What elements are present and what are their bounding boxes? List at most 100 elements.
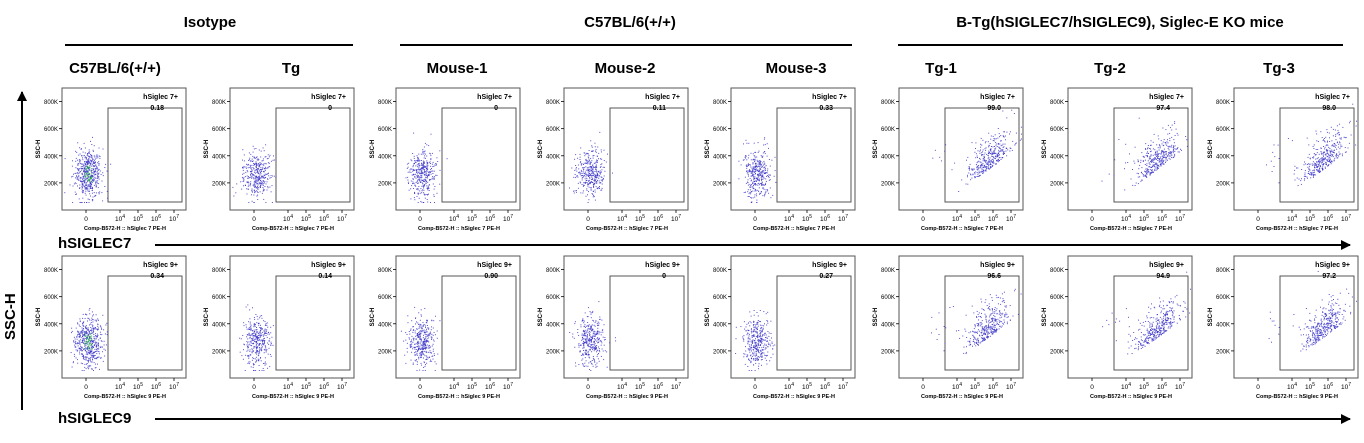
y-tick-label: 600K (44, 127, 58, 133)
x-tick-label: 107 (1175, 382, 1185, 391)
y-tick-label: 400K (881, 154, 895, 160)
gate-box (275, 275, 351, 371)
x-tick-label: 107 (1006, 214, 1016, 223)
x-tick-label: 104 (115, 382, 125, 391)
gate-box (609, 275, 685, 371)
y-tick-label: 200K (546, 181, 560, 187)
gate-percent: 0.14 (318, 273, 332, 280)
scatter-panel: 200K 400K 600K 800K SSC-H 0 104 105 106 107Comp-B… (705, 87, 856, 232)
y-tick-label: 800K (546, 100, 560, 106)
gate-box (1279, 107, 1355, 203)
gate-label: hSiglec 7+ (477, 94, 512, 101)
x-tick-label: 107 (337, 214, 347, 223)
x-tick-label: 106 (988, 214, 998, 223)
x-tick-label: 0 (921, 216, 925, 223)
panel-xlabel: Comp-B572-H :: hSiglec 9 PE-H (753, 394, 835, 400)
x-tick-label: 106 (988, 382, 998, 391)
x-tick-label: 104 (1121, 382, 1131, 391)
gate-box (1113, 275, 1189, 371)
gate-label: hSiglec 9+ (980, 262, 1015, 269)
x-tick-label: 0 (1256, 216, 1260, 223)
x-tick-label: 105 (970, 382, 980, 391)
y-tick-label: 400K (44, 322, 58, 328)
y-tick-label: 600K (1050, 295, 1064, 301)
x-tick-label: 104 (617, 214, 627, 223)
gate-label: hSiglec 9+ (143, 262, 178, 269)
x-tick-label: 0 (1090, 216, 1094, 223)
x-tick-label: 0 (921, 384, 925, 391)
x-tick-label: 105 (635, 214, 645, 223)
panel-frame (563, 87, 689, 211)
x-tick-label: 106 (820, 214, 830, 223)
y-tick-label: 200K (44, 349, 58, 355)
x-tick-label: 104 (784, 382, 794, 391)
group-underline-isotype (65, 44, 353, 46)
gate-percent: 96.6 (987, 273, 1001, 280)
x-tick-label: 106 (151, 382, 161, 391)
x-tick-label: 106 (1157, 214, 1167, 223)
panel-xlabel: Comp-B572-H :: hSiglec 7 PE-H (252, 226, 334, 232)
panel-ylabel: SSC-H (204, 140, 210, 159)
gate-percent: 98.0 (1322, 105, 1336, 112)
panel-ylabel: SSC-H (538, 140, 544, 159)
x-tick-label: 0 (84, 384, 88, 391)
column-header: C57BL/6(+/+) (69, 60, 161, 77)
panel-ylabel: SSC-H (1042, 140, 1048, 159)
x-tick-label: 104 (784, 214, 794, 223)
panel-xlabel: Comp-B572-H :: hSiglec 9 PE-H (1090, 394, 1172, 400)
gate-percent: 94.9 (1156, 273, 1170, 280)
gate-box (776, 107, 852, 203)
panel-xlabel: Comp-B572-H :: hSiglec 9 PE-H (84, 394, 166, 400)
scatter-panel: 200K 400K 600K 800K SSC-H 0 104 105 106 107Comp-B… (36, 87, 187, 232)
scatter-panel: 200K 400K 600K 800K SSC-H 0 104 105 106 107Comp-B… (873, 255, 1024, 400)
x-tick-label: 104 (283, 214, 293, 223)
x-tick-label: 106 (485, 214, 495, 223)
event-dots (569, 131, 613, 203)
panel-xlabel: Comp-B572-H :: hSiglec 7 PE-H (1090, 226, 1172, 232)
gate-percent: 0 (494, 105, 498, 112)
gate-label: hSiglec 7+ (143, 94, 178, 101)
x-tick-label: 105 (970, 214, 980, 223)
gate-box (1113, 107, 1189, 203)
panel-xlabel: Comp-B572-H :: hSiglec 7 PE-H (418, 226, 500, 232)
x-tick-label: 0 (252, 384, 256, 391)
panel-xlabel: Comp-B572-H :: hSiglec 9 PE-H (252, 394, 334, 400)
scatter-panel: 200K 400K 600K 800K SSC-H 0 104 105 106 107Comp-B… (204, 255, 355, 400)
y-tick-label: 200K (212, 349, 226, 355)
y-tick-label: 400K (1050, 322, 1064, 328)
panel-ylabel: SSC-H (873, 308, 879, 327)
y-tick-label: 800K (1216, 100, 1230, 106)
gate-percent: 0.33 (819, 105, 833, 112)
gate-percent: 97.4 (1156, 105, 1170, 112)
row-axis-title-hsiglec9: hSIGLEC9 (58, 410, 132, 427)
y-tick-label: 800K (1050, 100, 1064, 106)
y-tick-label: 600K (378, 127, 392, 133)
scatter-panel: 200K 400K 600K 800K SSC-H 0 104 105 106 107Comp-B… (1042, 87, 1193, 232)
x-tick-label: 104 (952, 382, 962, 391)
x-tick-label: 0 (753, 216, 757, 223)
x-tick-label: 107 (1341, 382, 1351, 391)
panel-xlabel: Comp-B572-H :: hSiglec 9 PE-H (418, 394, 500, 400)
gate-box (609, 107, 685, 203)
group-underline-c57bl6 (400, 44, 852, 46)
x-tick-label: 107 (337, 382, 347, 391)
x-tick-label: 105 (133, 382, 143, 391)
group-underline-transgenic (898, 44, 1343, 46)
gate-percent: 0.11 (653, 105, 666, 112)
panel-ylabel: SSC-H (538, 308, 544, 327)
y-tick-label: 200K (881, 181, 895, 187)
y-tick-label: 600K (713, 295, 727, 301)
y-tick-label: 200K (546, 349, 560, 355)
y-tick-label: 800K (212, 268, 226, 274)
x-tick-label: 105 (635, 382, 645, 391)
y-tick-label: 600K (1216, 295, 1230, 301)
panel-ylabel: SSC-H (36, 140, 42, 159)
panel-ylabel: SSC-H (1042, 308, 1048, 327)
y-tick-label: 400K (713, 322, 727, 328)
panel-xlabel: Comp-B572-H :: hSiglec 9 PE-H (921, 394, 1003, 400)
x-tick-label: 0 (84, 216, 88, 223)
event-dots (232, 144, 277, 203)
event-dots (405, 132, 448, 203)
gate-label: hSiglec 9+ (812, 262, 847, 269)
